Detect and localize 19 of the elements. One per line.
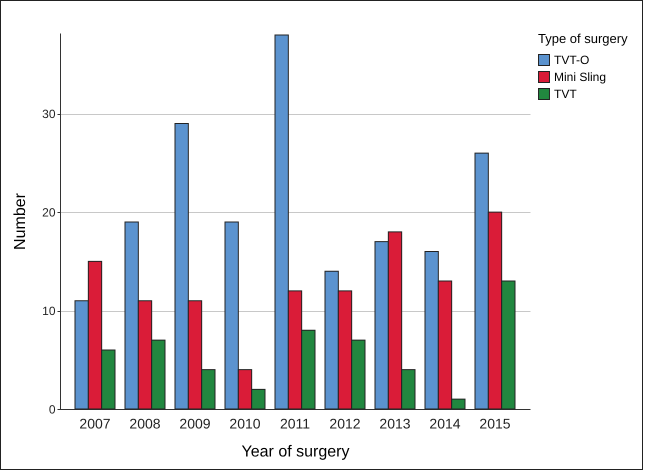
legend-label: Mini Sling — [554, 70, 606, 84]
x-tick-label: 2014 — [429, 416, 461, 432]
x-tick-label: 2010 — [229, 416, 261, 432]
x-tick-label: 2008 — [129, 416, 161, 432]
y-tick-label: 30 — [42, 107, 56, 122]
y-tick-label: 10 — [42, 304, 56, 318]
y-tick-label: 20 — [42, 206, 56, 220]
x-tick-label: 2011 — [280, 416, 310, 432]
x-tick-label: 2012 — [329, 416, 361, 432]
x-tick-label: 2007 — [79, 416, 111, 432]
legend-title: Type of surgery — [538, 31, 628, 46]
legend-label: TVT — [554, 87, 578, 101]
legend-label: TVT-O — [554, 53, 590, 67]
x-tick-label: 2009 — [179, 416, 211, 432]
x-axis-title: Year of surgery — [242, 444, 350, 460]
y-tick-label: 0 — [48, 402, 56, 416]
x-tick-label: 2015 — [479, 416, 511, 432]
x-tick-label: 2013 — [379, 416, 411, 432]
y-axis-title: Number — [12, 192, 30, 250]
